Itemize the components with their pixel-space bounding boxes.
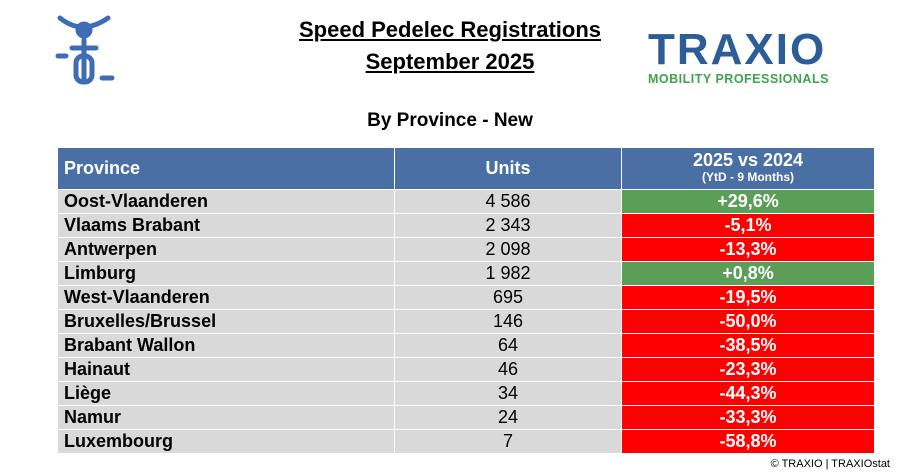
province-cell: Bruxelles/Brussel	[57, 309, 395, 334]
units-cell: 7	[394, 429, 622, 454]
units-cell: 2 343	[394, 213, 622, 238]
change-cell: -38,5%	[621, 333, 875, 358]
row: Bruxelles/Brussel 146 -50,0%	[57, 309, 875, 334]
change-cell: -44,3%	[621, 381, 875, 406]
row: West-Vlaanderen 695 -19,5%	[57, 285, 875, 310]
row: Hainaut 46 -23,3%	[57, 357, 875, 382]
province-cell: Luxembourg	[57, 429, 395, 454]
column-header: 2025 vs 2024 (YtD - 9 Months)	[621, 147, 875, 190]
units-cell: 695	[394, 285, 622, 310]
province-cell: Brabant Wallon	[57, 333, 395, 358]
change-cell: -19,5%	[621, 285, 875, 310]
row: Brabant Wallon 64 -38,5%	[57, 333, 875, 358]
change-cell: -33,3%	[621, 405, 875, 430]
province-cell: Hainaut	[57, 357, 395, 382]
column-subtitle: (YtD - 9 Months)	[702, 169, 794, 184]
row: Liège 34 -44,3%	[57, 381, 875, 406]
column-header: Units	[394, 147, 622, 190]
logo-name: TRAXIO	[648, 25, 827, 74]
header-row: Province Units 2025 vs 2024 (YtD - 9 Mont…	[57, 147, 875, 190]
units-cell: 24	[394, 405, 622, 430]
row: Luxembourg 7 -58,8%	[57, 429, 875, 454]
units-cell: 64	[394, 333, 622, 358]
column-header: Province	[57, 147, 395, 190]
bike-icon	[55, 15, 115, 85]
province-cell: Oost-Vlaanderen	[57, 189, 395, 214]
province-cell: Liège	[57, 381, 395, 406]
logo-tagline: MOBILITY PROFESSIONALS	[648, 72, 829, 86]
province-cell: West-Vlaanderen	[57, 285, 395, 310]
units-cell: 34	[394, 381, 622, 406]
province-cell: Limburg	[57, 261, 395, 286]
change-cell: -58,8%	[621, 429, 875, 454]
change-cell: -13,3%	[621, 237, 875, 262]
row: Limburg 1 982 +0,8%	[57, 261, 875, 286]
change-cell: +0,8%	[621, 261, 875, 286]
logo: TRAXIO MOBILITY PROFESSIONALS	[648, 25, 848, 87]
change-cell: -50,0%	[621, 309, 875, 334]
change-cell: -23,3%	[621, 357, 875, 382]
title-line: September 2025	[365, 49, 535, 74]
units-cell: 2 098	[394, 237, 622, 262]
footer: © TRAXIO | TRAXIOstat	[770, 458, 890, 470]
row: Vlaams Brabant 2 343 -5,1%	[57, 213, 875, 238]
table: Province Units 2025 vs 2024 (YtD - 9 Mont…	[57, 147, 875, 454]
column-title: 2025 vs 2024	[692, 149, 804, 170]
units-cell: 1 982	[394, 261, 622, 286]
change-cell: -5,1%	[621, 213, 875, 238]
title: Speed Pedelec Registrations September 20…	[200, 14, 700, 78]
change-cell: +29,6%	[621, 189, 875, 214]
units-cell: 4 586	[394, 189, 622, 214]
units-cell: 146	[394, 309, 622, 334]
subtitle: By Province - New	[367, 110, 533, 131]
province-cell: Vlaams Brabant	[57, 213, 395, 238]
province-cell: Antwerpen	[57, 237, 395, 262]
province-cell: Namur	[57, 405, 395, 430]
row: Antwerpen 2 098 -13,3%	[57, 237, 875, 262]
row: Namur 24 -33,3%	[57, 405, 875, 430]
title-line: Speed Pedelec Registrations	[299, 17, 601, 42]
units-cell: 46	[394, 357, 622, 382]
row: Oost-Vlaanderen 4 586 +29,6%	[57, 189, 875, 214]
